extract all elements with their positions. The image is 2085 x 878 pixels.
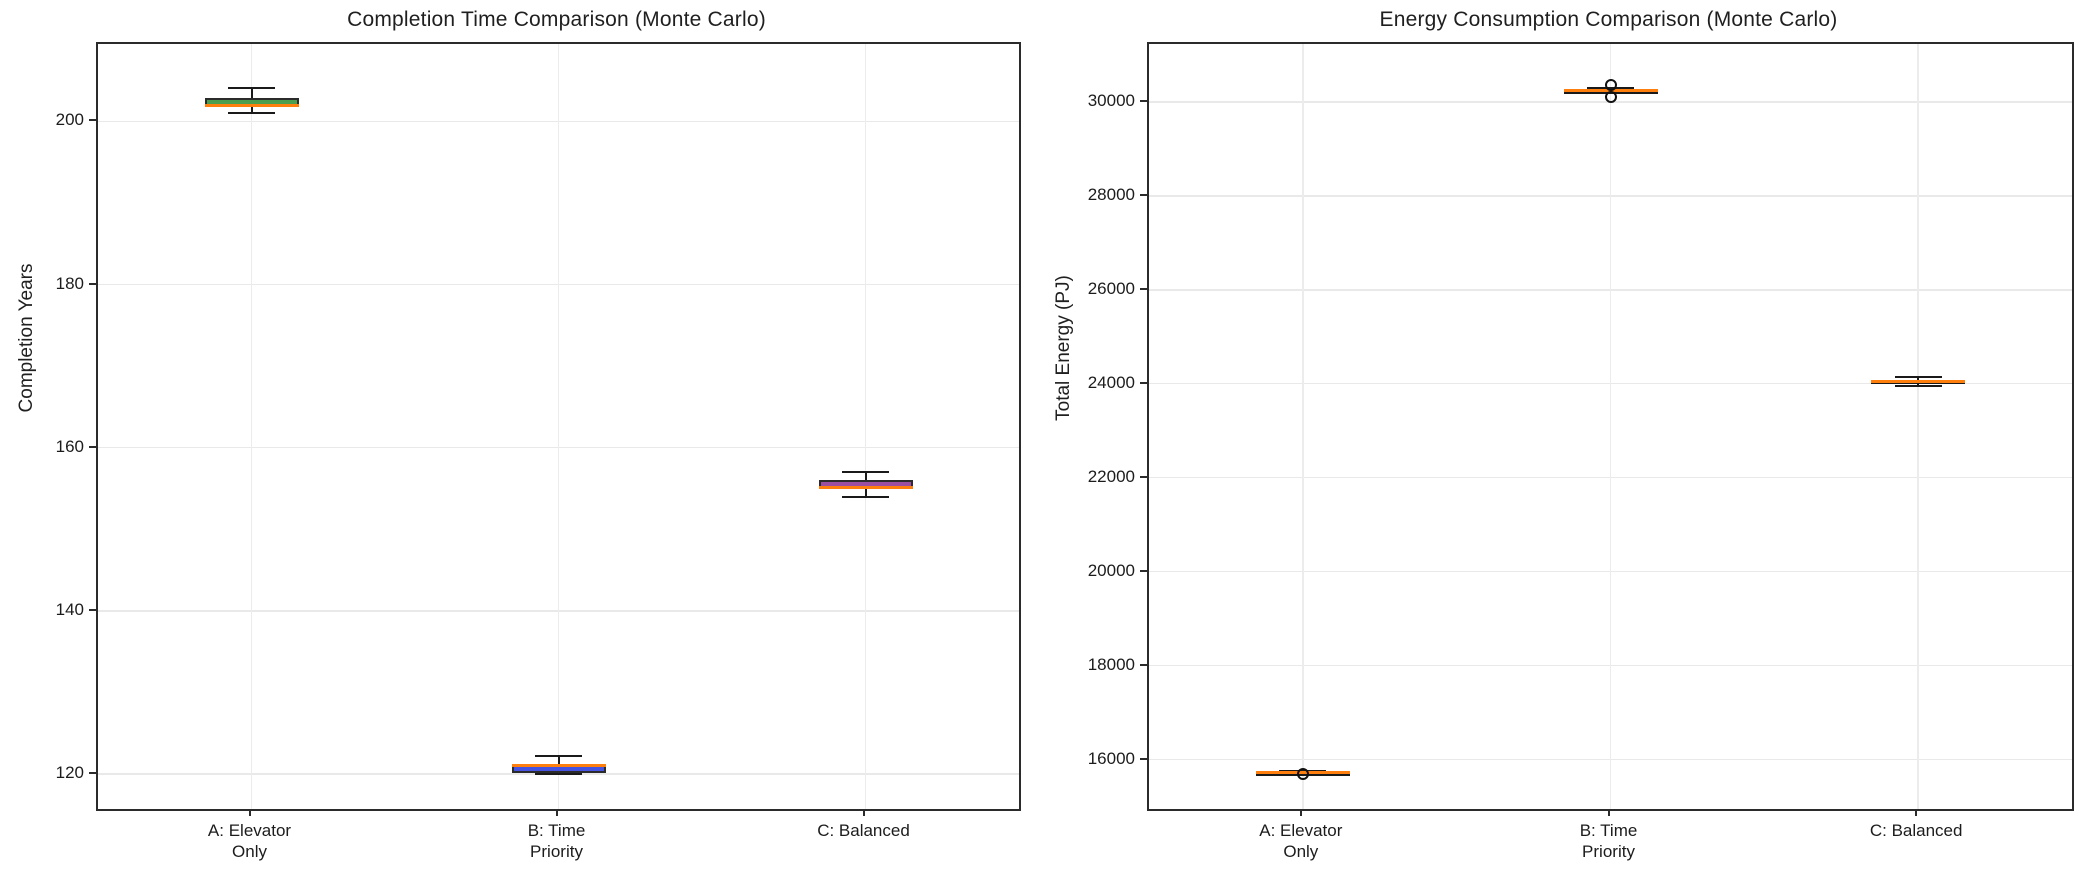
y-tick-30000 — [1140, 99, 1147, 102]
median-b-time-priority — [511, 764, 606, 768]
energy-consumption-chart: Energy Consumption Comparison (Monte Car… — [1042, 0, 2085, 878]
y-tick-28000 — [1140, 193, 1147, 196]
plot-area — [1147, 42, 2074, 811]
y-tick-180 — [89, 282, 96, 285]
x-tick-b-time-priority — [555, 809, 558, 816]
y-tick-20000 — [1140, 569, 1147, 572]
x-tick-a-elevator-only — [248, 809, 251, 816]
y-tick-26000 — [1140, 287, 1147, 290]
chart-title: Energy Consumption Comparison (Monte Car… — [1379, 8, 1838, 31]
flier-b-time-priority-1 — [1604, 78, 1617, 91]
y-tick-label-160: 160 — [55, 436, 84, 456]
y-tick-label-18000: 18000 — [1087, 654, 1135, 674]
whisker-cap-high-b-time-priority — [535, 754, 582, 757]
x-gridline-a-elevator-only — [250, 44, 253, 809]
y-tick-label-24000: 24000 — [1087, 372, 1135, 392]
median-a-elevator-only — [204, 103, 299, 107]
x-tick-c-balanced — [862, 809, 865, 816]
whisker-cap-high-c-balanced — [1894, 375, 1942, 378]
y-tick-16000 — [1140, 757, 1147, 760]
y-tick-120 — [89, 771, 96, 774]
whisker-cap-low-b-time-priority — [535, 772, 582, 775]
y-tick-label-22000: 22000 — [1087, 466, 1135, 486]
plot-area — [96, 42, 1021, 811]
y-tick-18000 — [1140, 663, 1147, 666]
y-tick-160 — [89, 445, 96, 448]
x-tick-a-elevator-only — [1299, 809, 1302, 816]
x-tick-label-a-elevator-only: A: Elevator Only — [207, 821, 292, 861]
x-tick-label-c-balanced: C: Balanced — [1869, 821, 1963, 840]
whisker-cap-high-a-elevator-only — [228, 87, 275, 90]
median-c-balanced — [818, 486, 913, 490]
x-gridline-a-elevator-only — [1302, 44, 1304, 809]
whisker-cap-low-c-balanced — [1894, 384, 1942, 387]
whisker-cap-high-c-balanced — [842, 471, 889, 474]
x-tick-b-time-priority — [1607, 809, 1610, 816]
y-tick-24000 — [1140, 381, 1147, 384]
x-gridline-b-time-priority — [557, 44, 560, 809]
y-tick-140 — [89, 608, 96, 611]
x-tick-label-b-time-priority: B: Time Priority — [1579, 821, 1638, 861]
y-tick-label-180: 180 — [55, 273, 84, 293]
x-tick-label-a-elevator-only: A: Elevator Only — [1259, 821, 1343, 861]
x-gridline-c-balanced — [1917, 44, 1919, 809]
y-tick-22000 — [1140, 475, 1147, 478]
y-tick-label-200: 200 — [55, 110, 84, 130]
y-tick-label-28000: 28000 — [1087, 184, 1135, 204]
completion-time-chart: Completion Time Comparison (Monte Carlo)… — [0, 0, 1042, 878]
median-c-balanced — [1871, 380, 1966, 384]
x-tick-label-b-time-priority: B: Time Priority — [527, 821, 586, 861]
chart-title: Completion Time Comparison (Monte Carlo) — [347, 8, 766, 31]
whisker-cap-low-a-elevator-only — [228, 112, 275, 115]
y-tick-label-140: 140 — [55, 599, 84, 619]
x-gridline-b-time-priority — [1609, 44, 1612, 809]
y-tick-label-30000: 30000 — [1087, 90, 1135, 110]
x-tick-label-c-balanced: C: Balanced — [817, 821, 910, 840]
whisker-cap-low-c-balanced — [842, 495, 889, 498]
x-gridline-c-balanced — [864, 44, 867, 809]
y-tick-label-26000: 26000 — [1087, 278, 1135, 298]
x-tick-c-balanced — [1915, 809, 1918, 816]
flier-b-time-priority-0 — [1604, 91, 1617, 104]
y-tick-label-20000: 20000 — [1087, 560, 1135, 580]
y-tick-label-120: 120 — [55, 762, 84, 782]
y-tick-200 — [89, 119, 96, 122]
y-tick-label-16000: 16000 — [1087, 748, 1135, 768]
flier-a-elevator-only-0 — [1296, 767, 1309, 780]
median-b-time-priority — [1563, 89, 1658, 93]
